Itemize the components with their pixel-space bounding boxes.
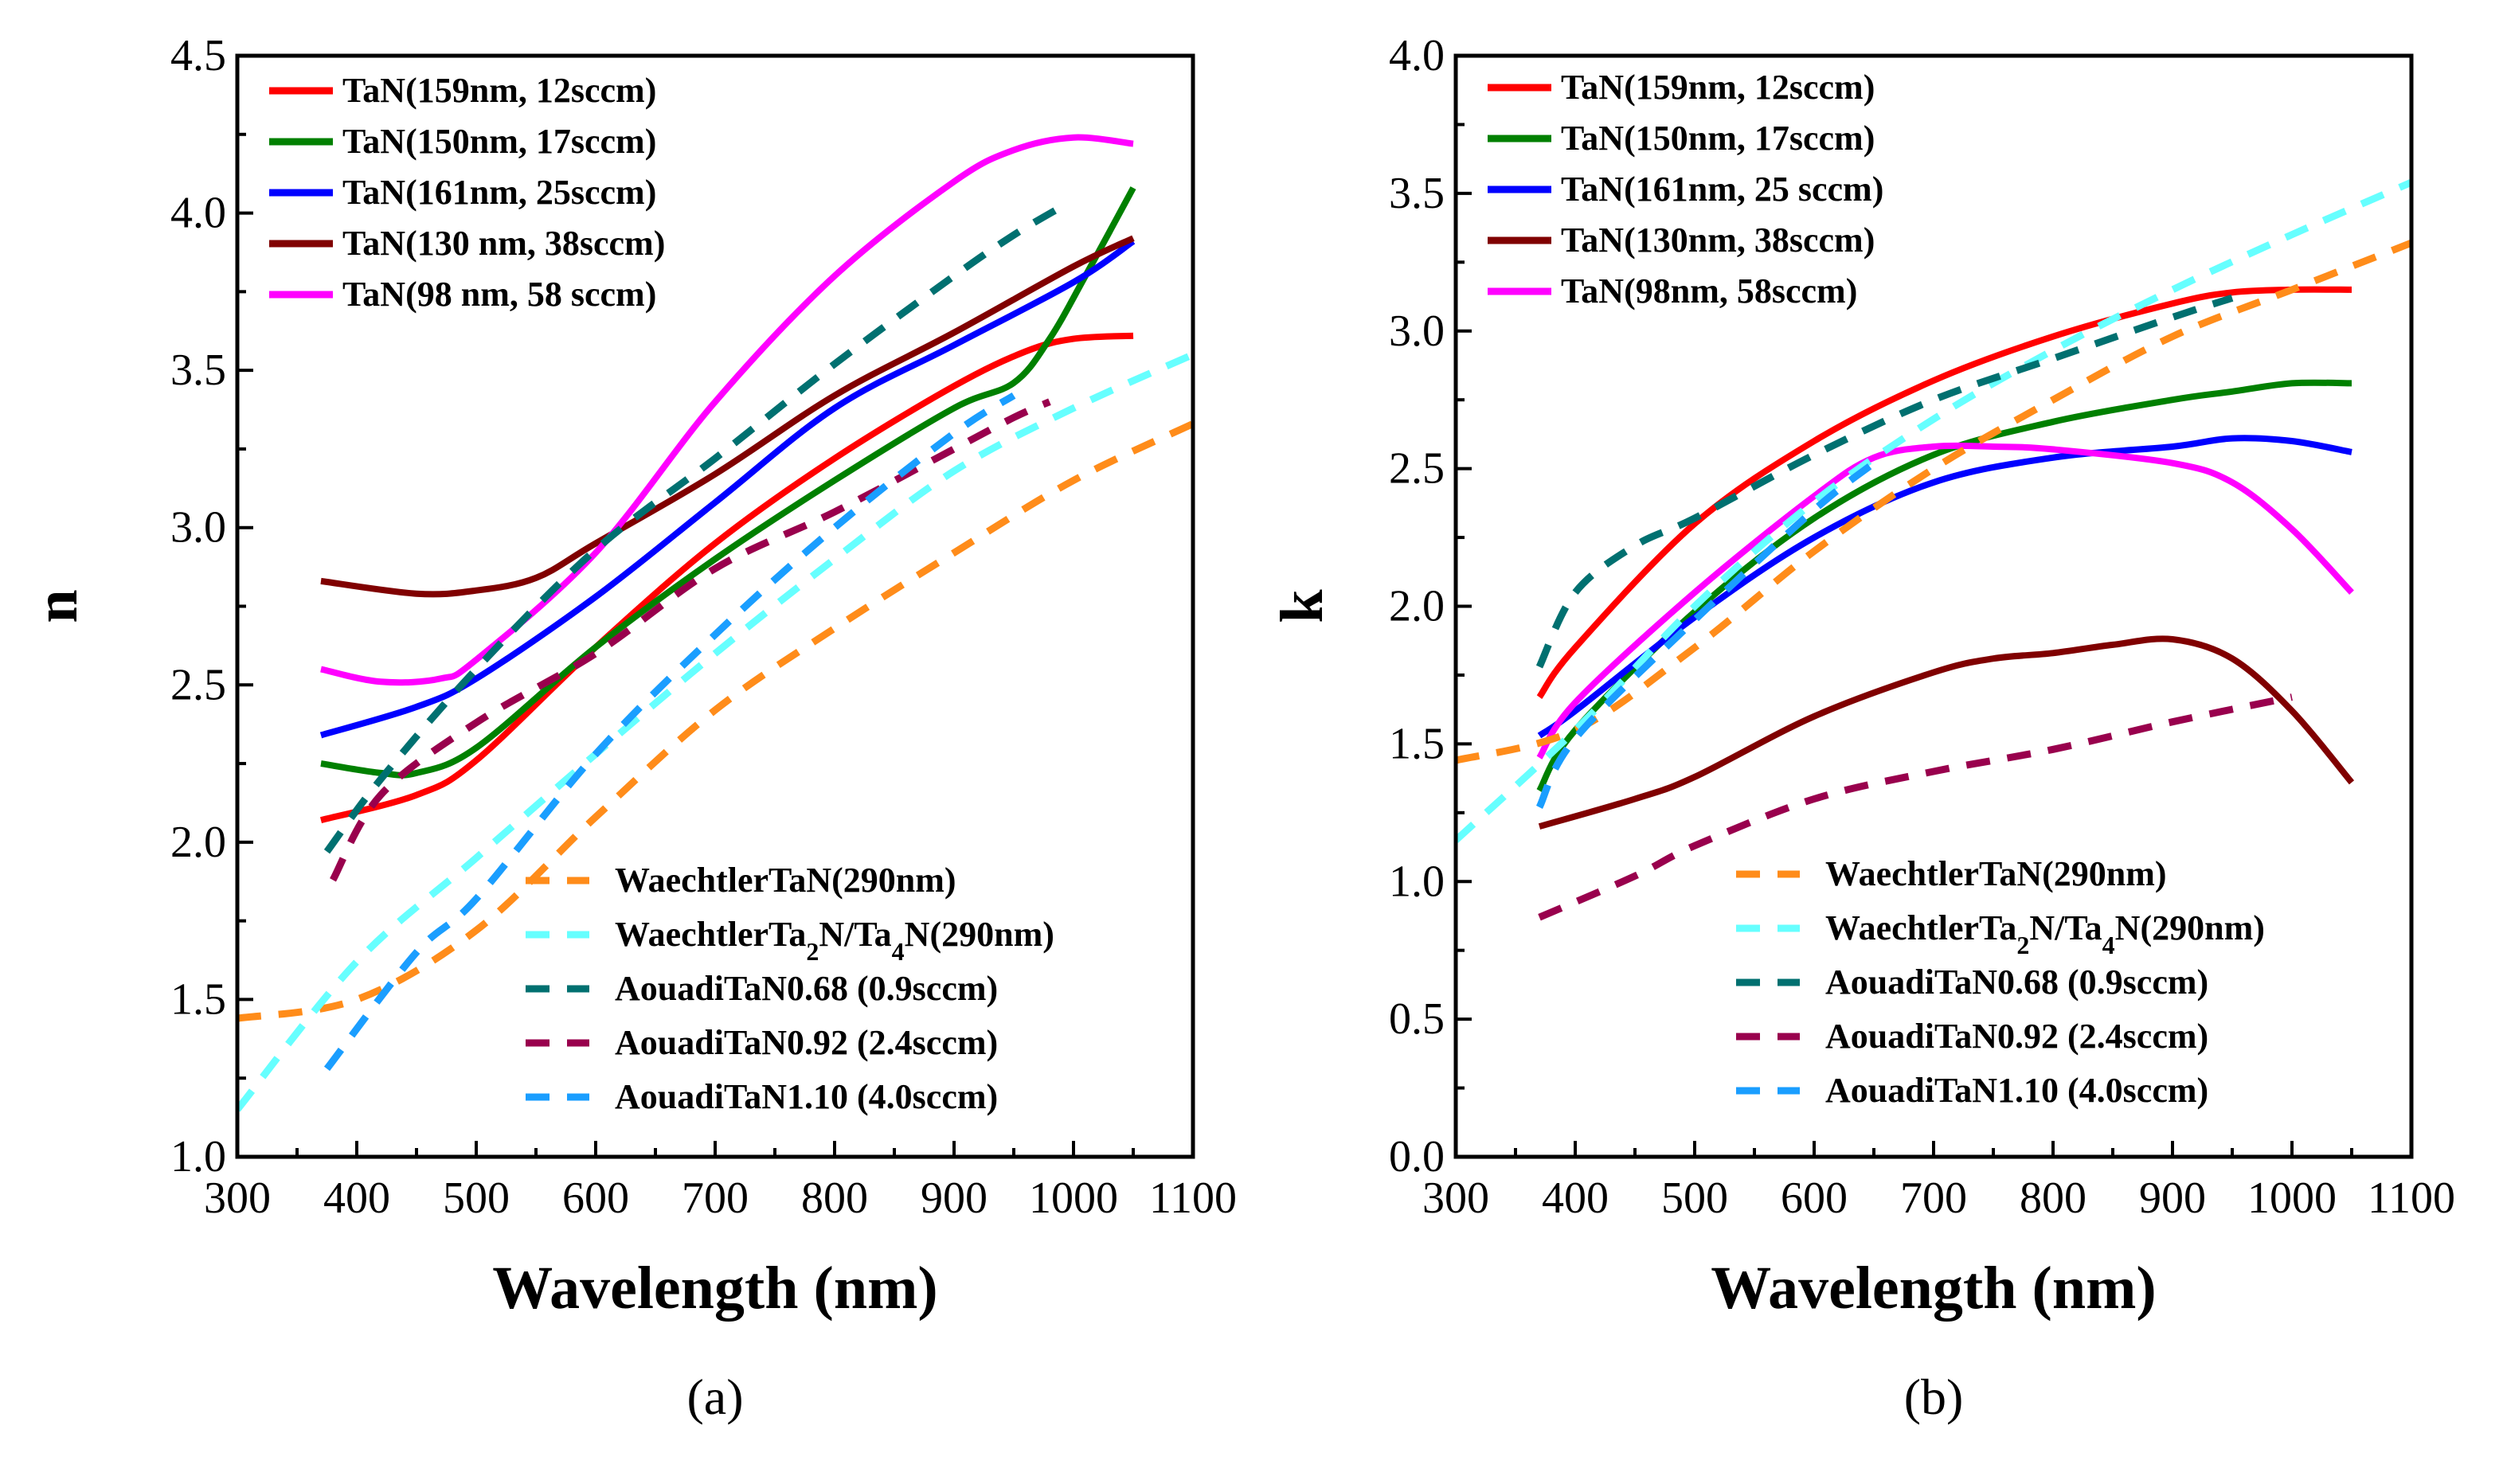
series-line-b-8 (1538, 693, 2293, 921)
legend-label-part: N/Ta (819, 915, 891, 954)
y-tick-label: 3.5 (1389, 169, 1445, 218)
series-line-a-1 (320, 186, 1136, 779)
panel-caption: (a) (686, 1369, 743, 1425)
x-tick-label: 900 (921, 1174, 988, 1223)
y-axis-title: k (1269, 589, 1336, 623)
y-tick-label: 1.5 (170, 974, 226, 1024)
series-line-a-3 (320, 235, 1135, 598)
series-line-b-4 (1536, 442, 2354, 760)
legend-dashed: WaechtlerTaN(290nm)WaechtlerTa2N/Ta4N(29… (1736, 854, 2265, 1110)
y-tick-label: 2.5 (170, 660, 226, 709)
series-line-b-9 (1535, 460, 1876, 809)
y-tick-label: 4.5 (170, 31, 226, 80)
y-tick-label: 3.5 (170, 346, 226, 395)
y-tick-label: 1.0 (1389, 857, 1445, 906)
legend-label: TaN(98nm, 58sccm) (1561, 271, 1857, 310)
series-line-b-7 (1535, 295, 2234, 669)
series-line-b-1 (1536, 379, 2352, 793)
x-tick-label: 900 (2139, 1174, 2206, 1223)
legend-label-subscript: 2 (2016, 931, 2029, 959)
series-line-a-9 (323, 392, 1016, 1072)
y-tick-label: 2.0 (1389, 582, 1445, 631)
series-line-a-7 (323, 203, 1064, 854)
chart-panel-a: 300 400 500 600 700 800 900 1000 1100 1.0 1.5 2.0 2.… (23, 31, 1237, 1425)
legend-label: TaN(98 nm, 58 sccm) (342, 275, 656, 314)
series-line-a-8 (330, 398, 1051, 882)
legend-label: AouadiTaN0.68 (0.9sccm) (1825, 963, 2208, 1002)
legend-label-subscript: 4 (892, 937, 905, 966)
series-line-a-5 (237, 420, 1193, 1022)
x-tick-label: 600 (562, 1174, 629, 1223)
legend-label: TaN(130nm, 38sccm) (1561, 221, 1875, 260)
legend-label: AouadiTaN0.68 (0.9sccm) (615, 969, 998, 1008)
legend-solid: TaN(159nm, 12sccm) TaN(150nm, 17sccm) TaN(… (1488, 68, 1883, 310)
x-tick-label: 1100 (2368, 1174, 2455, 1223)
legend-label: TaN(161nm, 25sccm) (342, 173, 656, 212)
x-tick-label: 500 (443, 1174, 510, 1223)
x-tick-label: 400 (1542, 1174, 1609, 1223)
legend-label: WaechtlerTa2N/Ta4N(290nm) (615, 915, 1054, 966)
x-axis-title: Wavelength (nm) (1711, 1255, 2156, 1322)
x-tick-label: 500 (1661, 1174, 1728, 1223)
y-tick-label: 1.0 (170, 1132, 226, 1181)
y-tick-label: 0.0 (1389, 1132, 1445, 1181)
legend-label: TaN(159nm, 12sccm) (342, 71, 656, 110)
x-tick-label: 600 (1781, 1174, 1848, 1223)
x-tick-label: 300 (204, 1174, 271, 1223)
y-tick-label: 0.5 (1389, 994, 1445, 1044)
y-tick-label: 1.5 (1389, 719, 1445, 768)
legend-label-part: N(290nm) (905, 915, 1054, 954)
x-axis-title: Wavelength (nm) (492, 1255, 937, 1322)
y-tick-label: 4.0 (170, 189, 226, 238)
legend-label-subscript: 4 (2102, 931, 2115, 959)
x-tick-label: 700 (1900, 1174, 1967, 1223)
y-axis-title: n (23, 589, 90, 623)
plot-area (1456, 178, 2411, 921)
chart-panel-b: 300 400 500 600 700 800 900 1000 1100 0.0 0.5 1.0 1.… (1269, 31, 2455, 1425)
legend-label-part: WaechtlerTa (1825, 908, 2016, 947)
legend-label: WaechtlerTaN(290nm) (1825, 854, 2167, 893)
legend-label-subscript: 2 (806, 937, 819, 966)
legend-dashed: WaechtlerTaN(290nm)WaechtlerTa2N/Ta4N(29… (526, 861, 1054, 1116)
legend-label: TaN(159nm, 12sccm) (1561, 68, 1875, 107)
x-tick-label: 700 (682, 1174, 749, 1223)
legend-label: AouadiTaN1.10 (4.0sccm) (1825, 1071, 2208, 1110)
legend-label-part: N/Ta (2029, 908, 2102, 947)
legend-label: AouadiTaN0.92 (2.4sccm) (615, 1023, 998, 1062)
series-line-b-3 (1538, 635, 2355, 830)
legend-label-part: N(290nm) (2115, 908, 2265, 947)
legend-label: TaN(150nm, 17sccm) (1561, 119, 1875, 158)
series-line-b-5 (1456, 239, 2411, 764)
x-tick-label: 400 (323, 1174, 390, 1223)
legend-label: AouadiTaN1.10 (4.0sccm) (615, 1077, 998, 1116)
y-tick-label: 4.0 (1389, 31, 1445, 80)
legend-solid: TaN(159nm, 12sccm) TaN(150nm, 17sccm) TaN(… (269, 71, 665, 314)
x-tick-label: 300 (1422, 1174, 1489, 1223)
x-tick-label: 800 (2020, 1174, 2086, 1223)
y-tick-label: 2.5 (1389, 444, 1445, 494)
x-tick-label: 800 (801, 1174, 868, 1223)
series-line-a-2 (319, 238, 1136, 739)
series-line-a-6 (237, 351, 1193, 1112)
panel-caption: (b) (1904, 1369, 1964, 1425)
series-line-a-0 (319, 332, 1134, 824)
legend-label: WaechtlerTaN(290nm) (615, 861, 956, 900)
legend-label-part: WaechtlerTa (615, 915, 806, 954)
legend-label: TaN(161nm, 25 sccm) (1561, 170, 1883, 209)
y-tick-label: 2.0 (170, 818, 226, 867)
series-line-b-0 (1536, 286, 2352, 699)
legend-label: TaN(130 nm, 38sccm) (342, 224, 665, 263)
legend-label: TaN(150nm, 17sccm) (342, 122, 656, 161)
series-line-a-4 (320, 134, 1134, 686)
legend-label: AouadiTaN0.92 (2.4sccm) (1825, 1017, 2208, 1056)
x-tick-label: 1000 (2247, 1174, 2337, 1223)
y-tick-label: 3.0 (170, 503, 226, 553)
y-tick-label: 3.0 (1389, 307, 1445, 356)
x-tick-label: 1100 (1149, 1174, 1237, 1223)
plot-area (237, 134, 1193, 1112)
x-tick-label: 1000 (1029, 1174, 1118, 1223)
legend-label: WaechtlerTa2N/Ta4N(290nm) (1825, 908, 2265, 959)
